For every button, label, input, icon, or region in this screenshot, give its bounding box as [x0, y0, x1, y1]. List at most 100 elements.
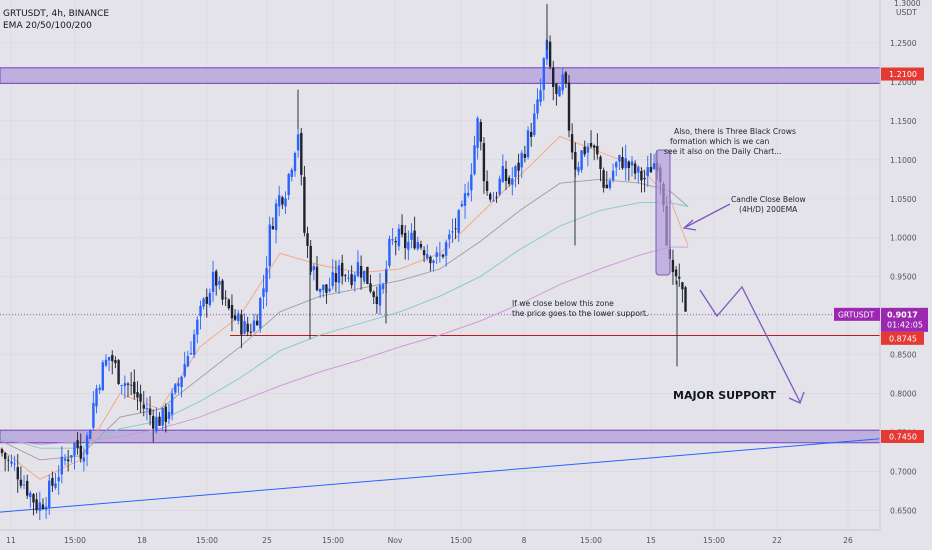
candle-body	[444, 242, 448, 256]
badge-symbol: GRTUSDT	[834, 307, 880, 321]
candle-body	[504, 168, 508, 181]
candle-body	[177, 383, 180, 387]
three-crows-note: Also, there is Three Black Crows formati…	[664, 127, 796, 156]
price-tick-label: 0.7000	[890, 468, 917, 477]
badge-major-support: 0.7450	[881, 429, 924, 443]
candle-body	[196, 319, 199, 335]
candle-body	[564, 72, 567, 84]
candle-body	[511, 178, 514, 185]
candle-body	[237, 313, 240, 321]
candle-body	[104, 359, 108, 366]
candle-body	[92, 402, 95, 428]
candle-body	[114, 360, 117, 364]
candle-body	[66, 459, 70, 462]
candle-body	[334, 273, 338, 283]
candle-body	[495, 196, 498, 198]
candle-body	[350, 274, 353, 286]
zone-note: If we close below this zone the price go…	[512, 299, 648, 318]
candle-body	[318, 288, 322, 292]
price-tick-label: 1.0000	[890, 234, 917, 243]
candle-body	[539, 90, 542, 102]
candle-body	[630, 161, 634, 166]
candle-body	[454, 228, 457, 230]
price-tick-label: 0.6500	[890, 507, 917, 516]
time-tick-label: 15:00	[703, 536, 725, 545]
candle-body	[230, 305, 234, 319]
candle-body	[344, 275, 347, 277]
candle-body	[322, 284, 325, 291]
candle-body	[615, 162, 618, 168]
candle-body	[419, 244, 423, 248]
candle-body	[359, 266, 363, 278]
candle-body	[167, 412, 171, 419]
candle-body	[133, 381, 136, 394]
time-axis[interactable]: 11 15:00 18 15:00 25 15:00 Nov 15:00 8 15:00 15 15:…	[6, 536, 853, 545]
candle-body	[51, 478, 54, 486]
time-tick-label: Nov	[388, 536, 403, 545]
candle-body	[54, 483, 57, 488]
candle-body	[145, 408, 149, 410]
candle-body	[300, 133, 303, 175]
time-tick-label: 8	[522, 536, 527, 545]
candle-body	[618, 155, 621, 162]
resistance-zone[interactable]	[0, 67, 881, 84]
candle-body	[476, 118, 479, 148]
price-tick-label: 1.1000	[890, 156, 917, 165]
candle-body	[394, 241, 397, 243]
candle-body	[517, 162, 520, 171]
major-support-label: MAJOR SUPPORT	[673, 389, 777, 402]
candle-body	[624, 158, 627, 169]
major-support-zone[interactable]	[0, 429, 881, 444]
time-tick-label: 15:00	[450, 536, 472, 545]
time-tick-label: 15:00	[322, 536, 344, 545]
candle-body	[599, 156, 602, 169]
candle-body	[643, 177, 646, 180]
badge-major-support-text: 0.7450	[889, 432, 917, 441]
candle-close-line-1: Candle Close Below	[731, 195, 806, 204]
projected-path[interactable]	[699, 285, 801, 403]
candle-body	[482, 143, 486, 182]
candle-body	[284, 198, 287, 207]
candle-body	[63, 458, 67, 461]
candle-body	[498, 178, 501, 195]
candle-body	[233, 315, 237, 320]
candle-body	[520, 152, 523, 168]
time-tick-label: 25	[262, 536, 272, 545]
time-tick-label: 11	[6, 536, 16, 545]
price-tick-label: 0.8500	[890, 351, 917, 360]
candle-body	[41, 504, 45, 509]
badge-last-price: 0.9017 01:42:05	[881, 307, 928, 332]
badge-last-price-text: 0.9017	[887, 310, 918, 319]
candle-body	[293, 152, 297, 172]
candle-body	[363, 270, 366, 282]
candle-body	[227, 299, 230, 309]
candle-body	[136, 392, 139, 398]
candle-body	[243, 321, 246, 334]
candle-body	[95, 388, 98, 407]
candle-body	[621, 157, 624, 169]
candle-body	[126, 383, 130, 385]
candle-body	[646, 167, 649, 177]
candle-body	[120, 385, 123, 386]
price-tick-label: 1.2500	[890, 39, 917, 48]
three-black-crows-highlight	[655, 149, 671, 276]
time-tick-label: 26	[843, 536, 853, 545]
ascending-trendline[interactable]	[0, 438, 881, 513]
candle-body	[548, 41, 552, 67]
candle-body	[189, 353, 193, 355]
candle-body	[208, 292, 212, 305]
candle-close-arrow	[685, 203, 731, 228]
candle-body	[410, 232, 413, 240]
candle-body	[356, 262, 360, 277]
price-tick-label: 0.9500	[890, 273, 917, 282]
candle-body	[186, 356, 190, 367]
candle-close-note: Candle Close Below (4H/D) 200EMA	[731, 195, 806, 214]
candle-body	[123, 383, 127, 387]
candle-body	[287, 174, 290, 195]
candle-body	[407, 241, 410, 250]
candle-body	[296, 134, 300, 151]
candle-body	[265, 268, 268, 293]
candle-body	[331, 272, 334, 287]
badge-support-line-text: 0.8745	[889, 334, 917, 343]
